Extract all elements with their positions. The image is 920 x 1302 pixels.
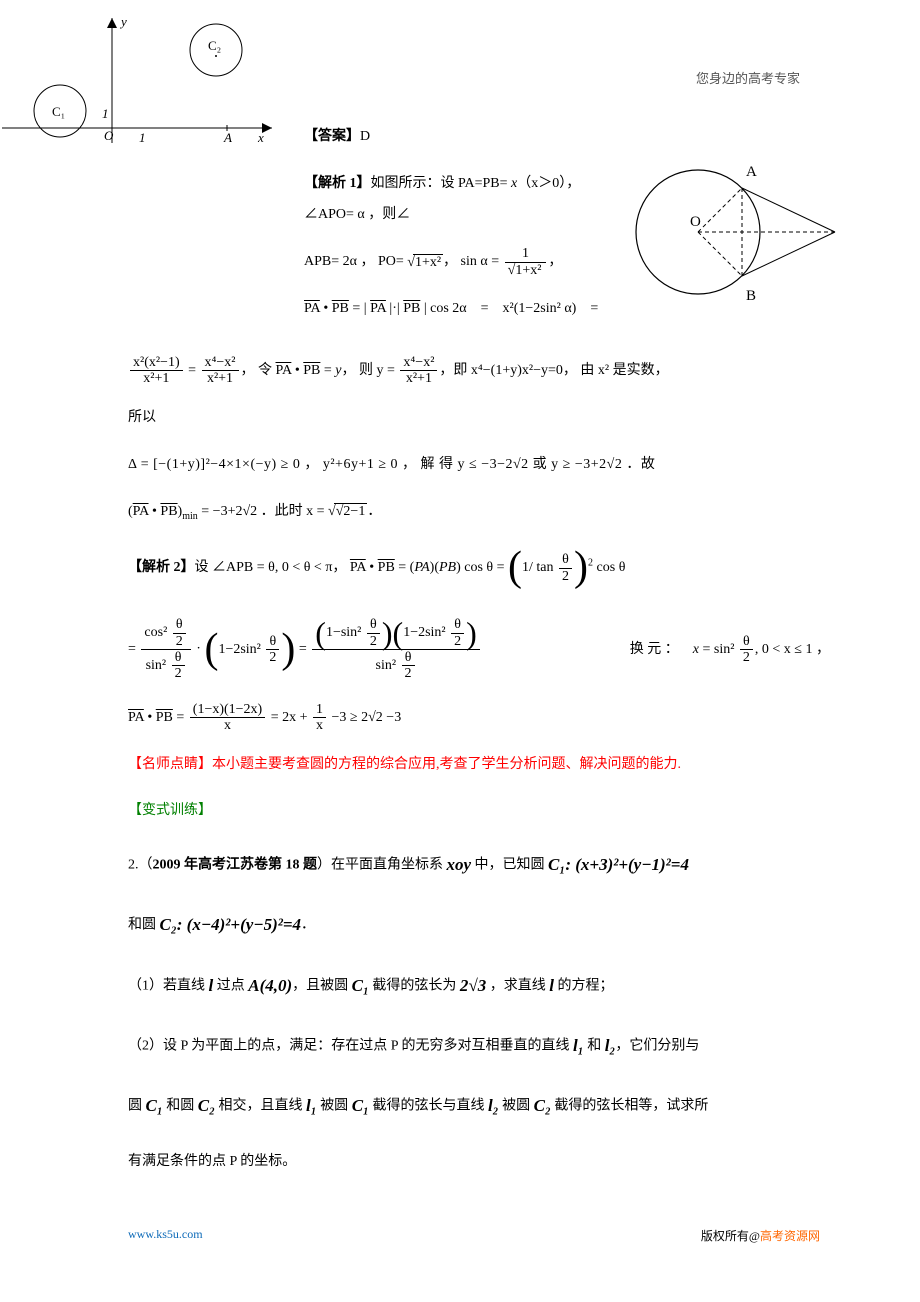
footer-right: 版权所有@高考资源网 <box>701 1227 820 1244</box>
c2-label: C₂ <box>208 38 221 53</box>
cont3-line: PA • PB = (1−x)(1−2x)x = 2x + 1x −3 ≥ 2√… <box>128 702 830 734</box>
page-footer: www.ks5u.com 版权所有@高考资源网 <box>128 1227 820 1244</box>
cont1-so: 所以 <box>128 403 830 434</box>
frac-b: x⁴−x²x²+1 <box>202 355 239 387</box>
c1-eq: : (x+3)²+(y−1)²=4 <box>565 843 689 887</box>
q2-part2c: 有满足条件的点 P 的坐标。 <box>128 1144 830 1180</box>
answer-line: 【答案】D <box>304 122 830 153</box>
q2-part2b: 圆 C₁ 和圆 C₂ 相交，且直线 l₁ 被圆 C₁ 截得的弦长与直线 l₂ 被… <box>128 1084 830 1128</box>
answer-label: 【答案】 <box>304 129 360 144</box>
question-2: 2.（2009 年高考江苏卷第 18 题）在平面直角坐标系 xoy 中，已知圆 … <box>128 843 830 1180</box>
frac-cos2-sin2: cos² θ2 sin² θ2 <box>141 617 190 682</box>
y-axis-label: y <box>119 14 127 29</box>
main-content: 【答案】D 【解析 1】如图所示：设 PA=PB= x（x＞0），∠APO= α… <box>128 122 830 1197</box>
substitution-label: 换 元 ： x = sin² θ2, 0 < x ≤ 1 ， <box>630 634 830 666</box>
q2-part1: （1）若直线 l 过点 A(4,0)，且被圆 C₁ 截得的弦长为 2√3 ，求直… <box>128 964 830 1008</box>
origin-label: O <box>104 128 114 143</box>
analysis1-line2: APB= 2α ， PO= 1+x²， sin α = 1 1+x² ， <box>304 246 830 278</box>
frac-c: x⁴−x²x²+1 <box>400 355 437 387</box>
c2-eq: : (x−4)²+(y−5)²=4 <box>177 903 301 947</box>
analysis1-line1: 【解析 1】如图所示：设 PA=PB= x（x＞0），∠APO= α ，则∠ <box>304 169 830 231</box>
cont1-delta: Δ = [−(1+y)]²−4×1×(−y) ≥ 0 ， y²+6y+1 ≥ 0… <box>128 450 830 481</box>
c2-sym: C₂ <box>160 903 177 947</box>
variant-label: 【变式训练】 <box>128 796 830 827</box>
frac-big: (1−sin² θ2)(1−2sin² θ2) sin² θ2 <box>312 617 480 682</box>
footer-url: www.ks5u.com <box>128 1227 203 1244</box>
analysis2-label: 【解析 2】 <box>128 561 195 576</box>
tick-1y: 1 <box>102 106 109 121</box>
frac-final: (1−x)(1−2x)x <box>190 702 265 734</box>
header-tagline: 您身边的高考专家 <box>696 68 800 87</box>
frac-a: x²(x²−1)x²+1 <box>130 355 183 387</box>
teacher-comment: 【名师点睛】本小题主要考查圆的方程的综合应用,考查了学生分析问题、解决问题的能力… <box>128 750 830 781</box>
cont1-line1: x²(x²−1)x²+1 = x⁴−x²x²+1， 令 PA • PB = y，… <box>128 355 830 387</box>
c1-sym: C₁ <box>548 843 565 887</box>
q2-stem1: 2.（2009 年高考江苏卷第 18 题）在平面直角坐标系 xoy 中，已知圆 … <box>128 843 830 887</box>
analysis1-line3: PA • PB = | PA |·| PB | cos 2α = x²(1−2s… <box>304 294 830 325</box>
cont1-min: (PA • PB)min = −3+2√2 ．此时 x = √2−1． <box>128 497 830 528</box>
analysis2-line: 【解析 2】设 ∠APB = θ, 0 < θ < π， PA • PB = (… <box>128 549 830 587</box>
frac-sinα: 1 1+x² <box>505 246 547 278</box>
q2-stem2: 和圆 C₂: (x−4)²+(y−5)²=4． <box>128 903 830 947</box>
analysis1-label: 【解析 1】 <box>304 176 371 191</box>
c1-label: C₁ <box>52 104 65 119</box>
answer-value: D <box>360 129 370 144</box>
cont2-line: = cos² θ2 sin² θ2 · (1−2sin² θ2) = (1−si… <box>128 617 830 682</box>
q2-part2a: （2）设 P 为平面上的点，满足：存在过点 P 的无穷多对互相垂直的直线 l₁ … <box>128 1024 830 1068</box>
xoy-icon: xoy <box>447 843 472 887</box>
